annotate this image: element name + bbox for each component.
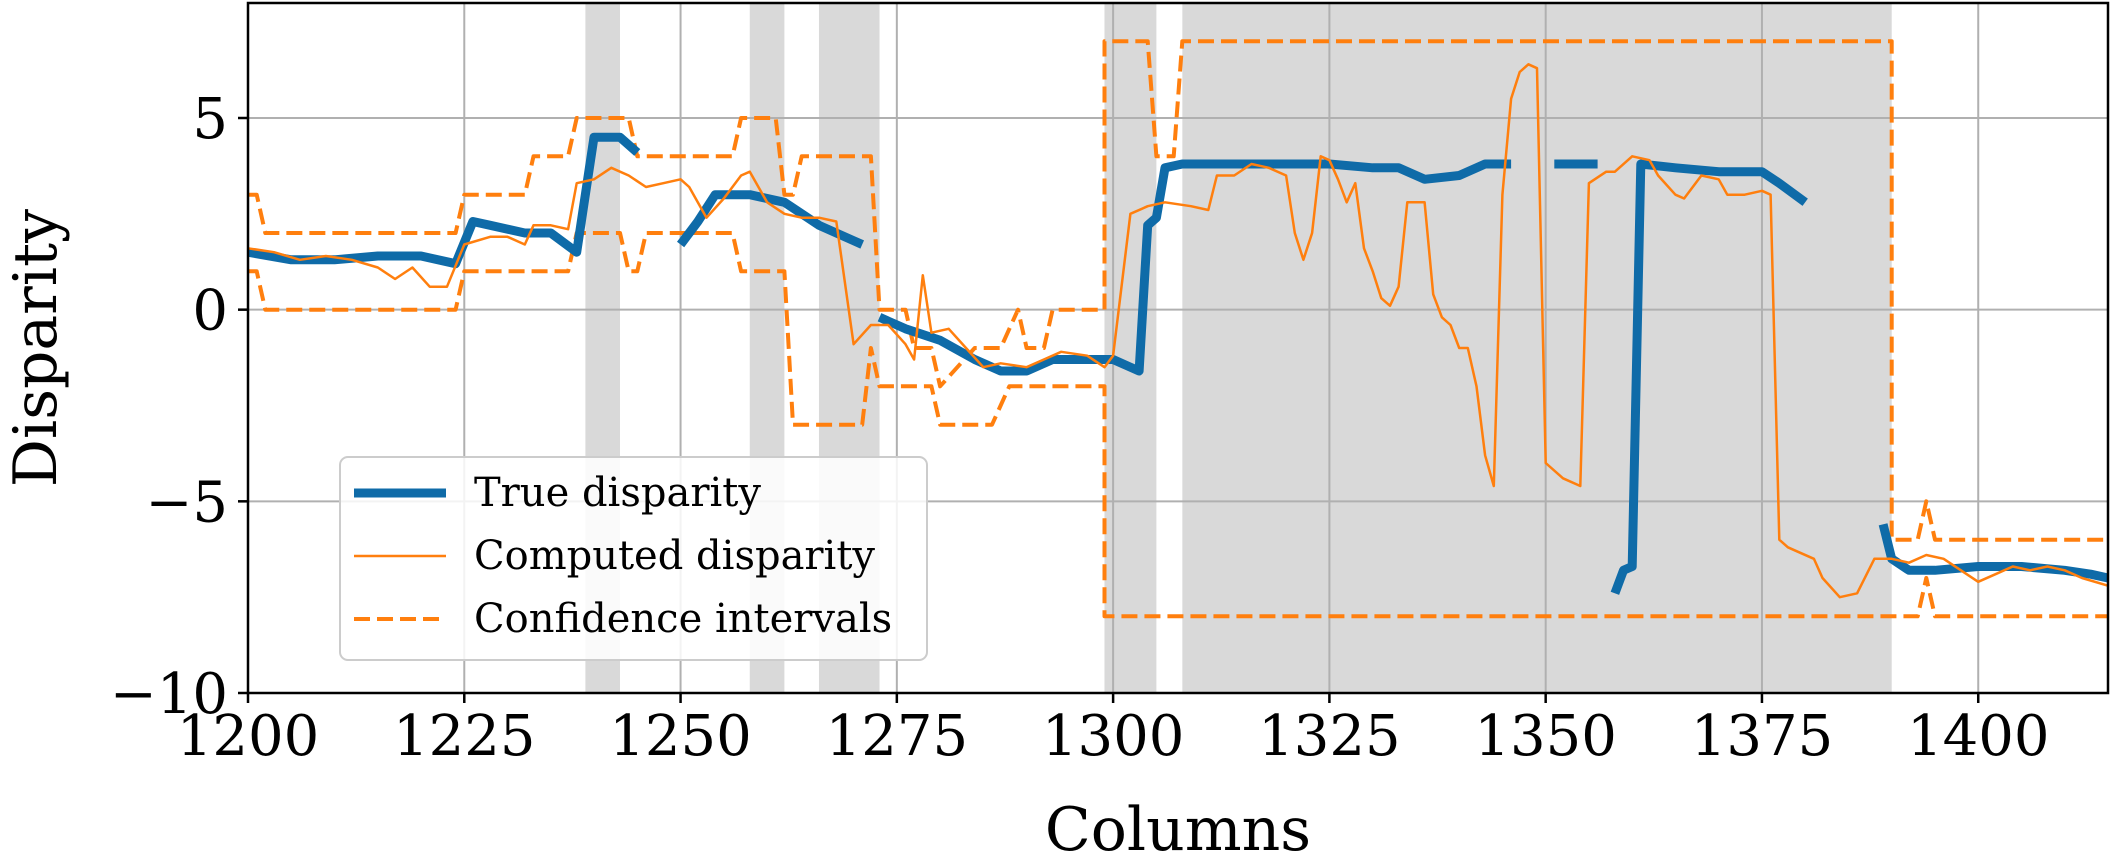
true-disparity-line-segment-2 <box>877 159 1512 376</box>
legend: True disparity Computed disparity Confiden… <box>339 456 928 661</box>
legend-box <box>339 456 928 661</box>
true-disparity-line-segment-5 <box>1878 523 2109 583</box>
y-axis-label: Disparity <box>1 209 71 487</box>
y-tick-label: 0 <box>192 279 228 344</box>
x-tick-label: 1400 <box>1907 704 2050 769</box>
y-tick-label: −5 <box>145 470 228 535</box>
x-tick-label: 1350 <box>1474 704 1617 769</box>
legend-label-1: Computed disparity <box>474 533 875 579</box>
true-disparity-line-segment-1 <box>677 190 865 249</box>
true-disparity-line-segment-4 <box>1610 159 1808 595</box>
x-tick-label: 1200 <box>177 704 320 769</box>
true-disparity-line-segment-0 <box>247 132 641 269</box>
x-tick-label: 1375 <box>1691 704 1834 769</box>
computed-disparity-line-segment-0 <box>247 63 2109 599</box>
x-tick-label: 1325 <box>1258 704 1401 769</box>
x-axis-label: Columns <box>1045 795 1311 858</box>
legend-label-0: True disparity <box>474 470 761 516</box>
x-tick-label: 1300 <box>1042 704 1185 769</box>
plot-frame <box>246 1 2110 695</box>
x-tick-label: 1275 <box>826 704 969 769</box>
confidence-intervals-line-segment-0 <box>248 39 2108 542</box>
y-tick-label: −10 <box>110 662 228 727</box>
legend-label-2: Confidence intervals <box>474 596 892 642</box>
x-tick-label: 1250 <box>609 704 752 769</box>
axis-ticks: 1200 1225 1250 1275 1300 1325 1350 1375 1400 5 0 −5… <box>110 87 2050 769</box>
series-lines <box>247 39 2109 619</box>
x-tick-label: 1225 <box>393 704 536 769</box>
y-tick-label: 5 <box>192 87 228 152</box>
